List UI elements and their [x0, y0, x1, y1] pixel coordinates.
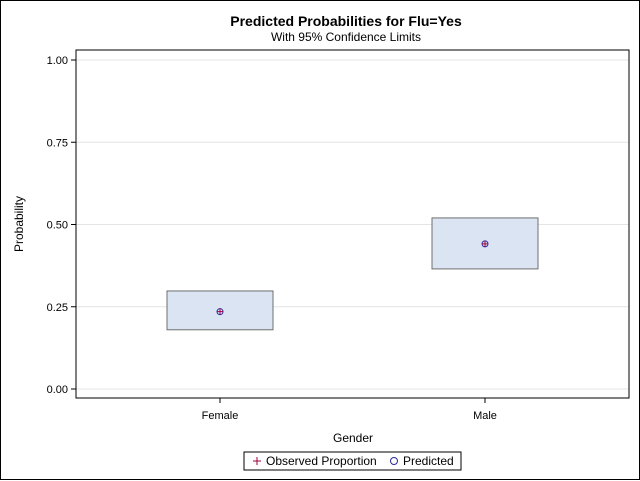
legend: Observed Proportion Predicted: [243, 451, 462, 471]
legend-box: [243, 451, 462, 471]
y-axis-label: Probability: [12, 196, 26, 252]
x-axis-label: Gender: [333, 431, 373, 445]
legend-predicted-marker: [390, 457, 398, 465]
y-tick-label: 1.00: [47, 55, 68, 67]
marker-layer: [216, 240, 489, 316]
y-tick-label: 0.25: [47, 302, 68, 314]
y-tick-label: 0.00: [47, 384, 68, 396]
y-tick-label: 0.75: [47, 137, 68, 149]
y-tick-label: 0.50: [47, 220, 68, 232]
x-tick-label: Female: [202, 410, 239, 422]
grid-layer: [76, 59, 629, 390]
legend-predicted-label: Predicted: [403, 454, 454, 468]
legend-observed-marker: [253, 457, 261, 465]
x-tick-label: Male: [473, 410, 497, 422]
confidence-band-layer: [166, 217, 539, 331]
axis-layer: 0.00 0.25 0.50 0.75 1.00 Female Male: [47, 55, 497, 422]
chart-title: Predicted Probabilities for Flu=Yes: [230, 13, 462, 29]
observed-proportion-point: [482, 240, 488, 247]
observed-proportion-point: [217, 308, 223, 315]
chart-subtitle: With 95% Confidence Limits: [271, 30, 421, 44]
legend-observed-label: Observed Proportion: [266, 454, 377, 468]
